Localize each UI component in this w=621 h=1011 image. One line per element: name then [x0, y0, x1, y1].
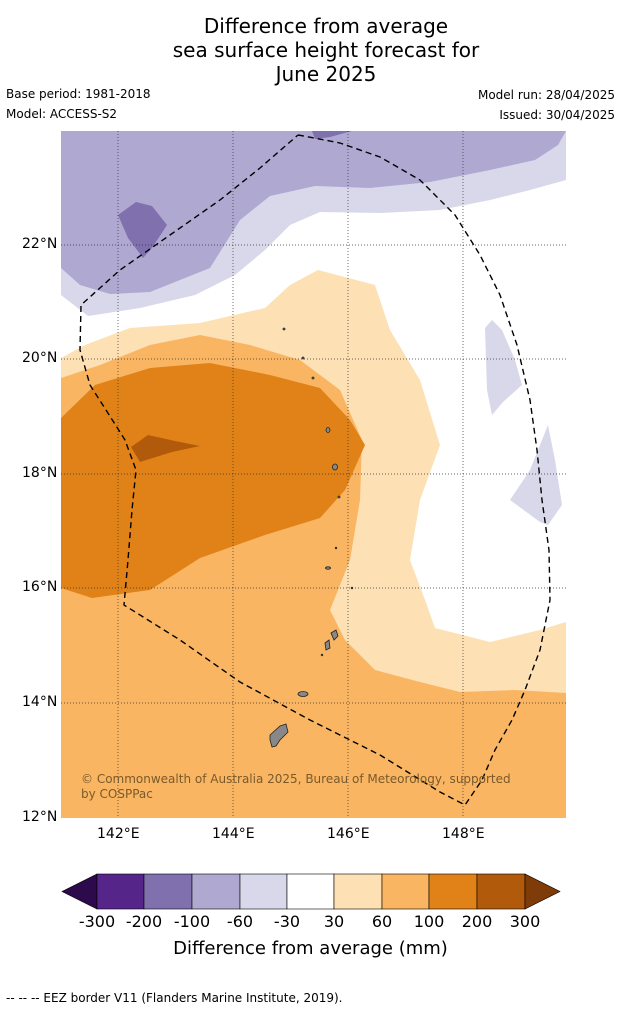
lat-label-16n: 16°N: [22, 579, 58, 595]
contour-minus100-minus200-top: [312, 131, 352, 139]
colorbar-bin-9: [476, 873, 526, 910]
title-line-2: sea surface height forecast for: [172, 38, 480, 62]
map-title: Difference from average sea surface heig…: [0, 14, 621, 86]
title-line-3: June 2025: [275, 62, 377, 86]
contour-200-300: [131, 435, 200, 462]
island-small-5: [334, 546, 338, 550]
colorbar-tick: 300: [509, 912, 541, 931]
lat-label-14n: 14°N: [22, 694, 58, 710]
colorbar-extend-low: [61, 873, 98, 910]
colorbar-tick: -30: [273, 912, 301, 931]
contour-100-200: [61, 363, 365, 598]
island-agrihan: [325, 427, 331, 433]
island-small-1: [311, 376, 315, 380]
island-rota: [297, 691, 309, 697]
lon-label-144e: 144°E: [212, 826, 255, 842]
colorbar-bin-5: [286, 873, 335, 910]
island-small-7: [320, 653, 324, 657]
lat-label-20n: 20°N: [22, 350, 58, 366]
lat-label-12n: 12°N: [22, 809, 58, 825]
islands: [269, 327, 354, 748]
eez-border: [79, 134, 551, 806]
lat-label-22n: 22°N: [22, 236, 58, 252]
lon-label-142e: 142°E: [97, 826, 140, 842]
base-period: Base period: 1981-2018: [6, 87, 151, 101]
colorbar-tick: -100: [173, 912, 211, 931]
island-guam: [269, 723, 289, 748]
colorbar-bin-3: [191, 873, 241, 910]
colorbar-tick: 100: [413, 912, 445, 931]
colorbar-bin-1: [96, 873, 145, 910]
colorbar: [61, 873, 561, 910]
colorbar-bin-2: [143, 873, 193, 910]
contour-minus100-minus200: [118, 202, 167, 258]
colorbar-tick: -300: [78, 912, 116, 931]
colorbar-tick: 60: [371, 912, 393, 931]
contour-east-patch-1: [485, 320, 522, 415]
colorbar-bin-8: [428, 873, 478, 910]
model-name: Model: ACCESS-S2: [6, 107, 118, 121]
contour-minus60-minus100: [61, 131, 566, 294]
island-small-6: [350, 586, 354, 590]
colorbar-tick: 200: [461, 912, 493, 931]
colorbar-bin-4: [239, 873, 288, 910]
island-saipan: [330, 629, 339, 641]
colorbar-bin-7: [381, 873, 430, 910]
copyright-notice: © Commonwealth of Australia 2025, Bureau…: [81, 772, 511, 801]
island-small-4: [337, 495, 341, 499]
graticule: [61, 131, 566, 818]
lon-label-148e: 148°E: [442, 826, 485, 842]
colorbar-tick: -200: [125, 912, 163, 931]
contour-layer: [61, 131, 566, 818]
colorbar-tick: 30: [323, 912, 345, 931]
island-tinian: [324, 639, 331, 651]
colorbar-bin-6: [333, 873, 383, 910]
colorbar-extend-high: [524, 873, 561, 910]
title-line-1: Difference from average: [203, 14, 449, 38]
island-anatahan: [325, 566, 331, 570]
eez-footnote: -- -- -- EEZ border V11 (Flanders Marine…: [6, 991, 343, 1005]
lat-label-18n: 18°N: [22, 465, 58, 481]
colorbar-tick: -60: [226, 912, 254, 931]
contour-east-patch-2: [510, 425, 562, 525]
lon-label-146e: 146°E: [327, 826, 370, 842]
island-small-2: [301, 356, 305, 360]
island-small-3: [282, 327, 286, 331]
island-pagan: [332, 463, 338, 471]
colorbar-title: Difference from average (mm): [173, 938, 448, 959]
model-run: Model run: 28/04/2025: [477, 88, 615, 102]
issued-date: Issued: 30/04/2025: [499, 108, 615, 122]
